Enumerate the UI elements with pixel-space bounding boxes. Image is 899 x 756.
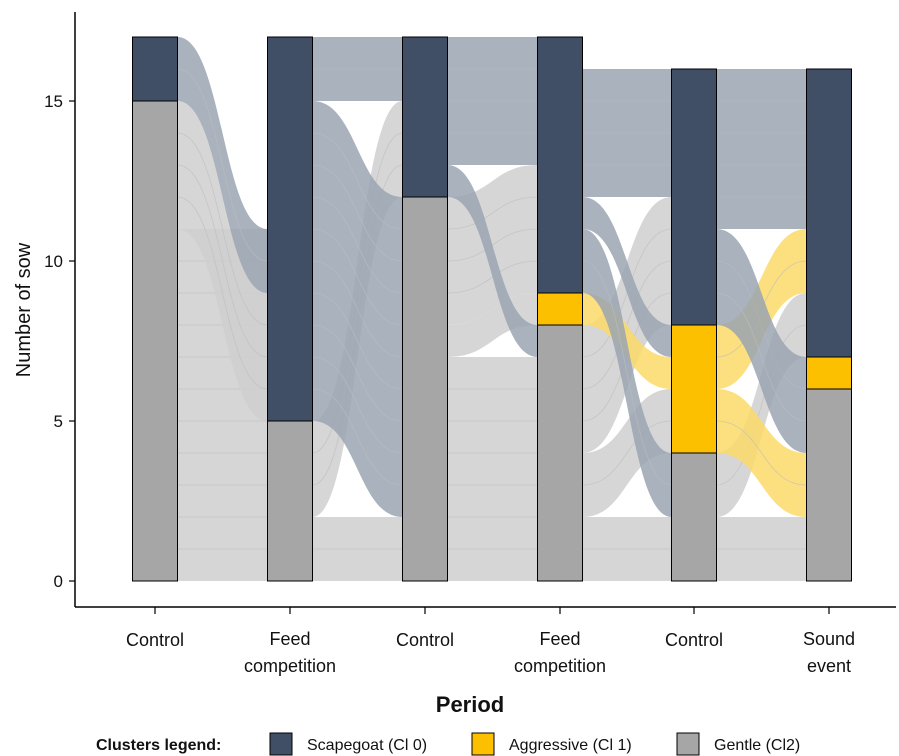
flows-layer xyxy=(177,37,807,581)
flow-unit-line xyxy=(312,356,403,454)
y-tick-label: 15 xyxy=(44,92,63,111)
legend: Clusters legend: Scapegoat (Cl 0) Aggress… xyxy=(96,732,800,756)
category-label-3: competition xyxy=(514,656,606,676)
category-label-3: Feed xyxy=(539,629,580,649)
y-tick-label: 5 xyxy=(54,412,63,431)
stack-5-scapegoat xyxy=(806,68,852,358)
flow-unit-line xyxy=(312,292,403,390)
category-label-4: Control xyxy=(665,630,723,650)
stack-0-gentle xyxy=(132,100,178,582)
legend-label-gentle: Gentle (Cl2) xyxy=(714,737,800,754)
stack-3-aggressive xyxy=(537,292,583,326)
flow-unit-line xyxy=(177,196,268,390)
flow-unit-line xyxy=(312,388,403,486)
flow-unit-line xyxy=(177,132,268,326)
y-tick-label: 10 xyxy=(44,252,63,271)
flow-unit-line xyxy=(582,260,672,486)
category-label-1: competition xyxy=(244,656,336,676)
stack-3-gentle xyxy=(537,324,583,582)
stacks-layer xyxy=(132,36,852,582)
stack-5-aggressive xyxy=(806,356,852,390)
category-label-2: Control xyxy=(396,630,454,650)
legend-title: Clusters legend: xyxy=(96,737,221,754)
legend-swatch-aggressive xyxy=(471,732,495,756)
stack-1-scapegoat xyxy=(267,36,313,422)
stack-4-aggressive xyxy=(671,324,717,454)
flow-unit-line xyxy=(312,196,403,294)
flow-2-gentle-to-gentle xyxy=(447,357,538,581)
stack-0-scapegoat xyxy=(132,36,178,102)
stack-3-scapegoat xyxy=(537,36,583,294)
stack-5-gentle xyxy=(806,388,852,582)
y-ticks: 0 5 10 15 xyxy=(44,92,75,591)
category-label-0: Control xyxy=(126,630,184,650)
flow-unit-line xyxy=(447,196,538,230)
legend-label-scapegoat: Scapegoat (Cl 0) xyxy=(307,737,427,754)
flow-4-scapegoat-to-scapegoat xyxy=(716,69,807,229)
stack-1-gentle xyxy=(267,420,313,582)
stack-2-gentle xyxy=(402,196,448,582)
flow-3-scapegoat-to-aggressive xyxy=(582,197,672,357)
category-label-1: Feed xyxy=(269,629,310,649)
category-label-5: Sound xyxy=(803,629,855,649)
y-axis-title: Number of sow xyxy=(13,242,35,377)
legend-swatch-gentle xyxy=(676,732,700,756)
flow-2-scapegoat-to-gentle xyxy=(447,165,538,357)
legend-swatch-scapegoat xyxy=(269,732,293,756)
x-ticks: Control Feed competition Control Feed competi… xyxy=(126,607,855,676)
legend-label-aggressive: Aggressive (Cl 1) xyxy=(509,737,632,754)
flow-unit-line xyxy=(177,68,268,262)
y-tick-label: 0 xyxy=(54,572,63,591)
flow-unit-line xyxy=(177,164,268,358)
stack-2-scapegoat xyxy=(402,36,448,198)
category-label-5: event xyxy=(807,656,851,676)
flow-unit-line xyxy=(582,420,672,486)
flow-unit-line xyxy=(312,260,403,358)
flow-unit-line xyxy=(716,292,807,422)
flow-unit-line xyxy=(716,420,807,486)
stack-4-gentle xyxy=(671,452,717,582)
flow-unit-line xyxy=(312,132,403,230)
flow-unit-line xyxy=(312,228,403,326)
flow-unit-line xyxy=(312,164,403,262)
flow-unit-line xyxy=(716,324,807,486)
flow-4-scapegoat-to-aggressive xyxy=(716,229,807,389)
axes xyxy=(74,12,896,608)
x-axis-title: Period xyxy=(436,692,504,717)
flow-unit-line xyxy=(312,324,403,422)
stack-4-scapegoat xyxy=(671,68,717,326)
